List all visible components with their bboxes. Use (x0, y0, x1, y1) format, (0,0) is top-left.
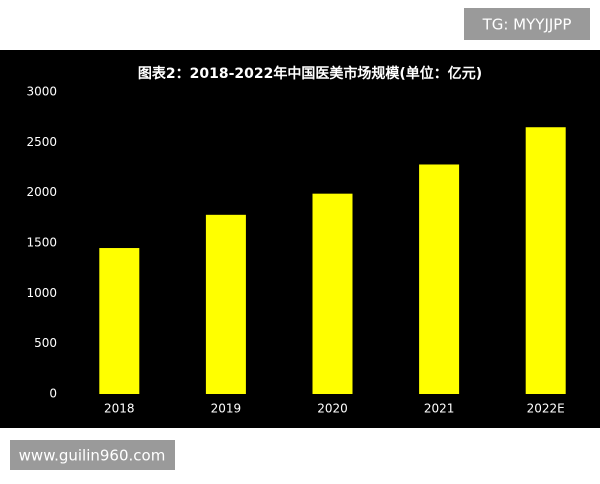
x-tick-label: 2022E (527, 402, 565, 416)
bar (419, 164, 460, 394)
y-tick-label: 1000 (26, 286, 57, 300)
x-tick-label: 2018 (104, 402, 135, 416)
x-tick-label: 2020 (317, 402, 348, 416)
y-tick-label: 3000 (26, 85, 57, 99)
chart-area (0, 50, 600, 428)
x-tick-label: 2019 (211, 402, 242, 416)
y-tick-label: 0 (49, 387, 57, 401)
bar (312, 193, 353, 394)
watermark-box (464, 8, 590, 40)
bar (205, 214, 246, 394)
y-tick-label: 500 (34, 336, 57, 350)
watermark: TG: MYYJJPP (482, 16, 572, 34)
watermark: www.guilin960.com (19, 447, 166, 465)
watermark-box (10, 440, 175, 470)
y-tick-label: 2500 (26, 135, 57, 149)
y-tick-label: 1500 (26, 236, 57, 250)
chart-title: 图表2：2018-2022年中国医美市场规模(单位：亿元) (138, 65, 482, 82)
x-tick-label: 2021 (424, 402, 455, 416)
bar (525, 127, 566, 394)
bar (99, 248, 140, 394)
y-tick-label: 2000 (26, 185, 57, 199)
